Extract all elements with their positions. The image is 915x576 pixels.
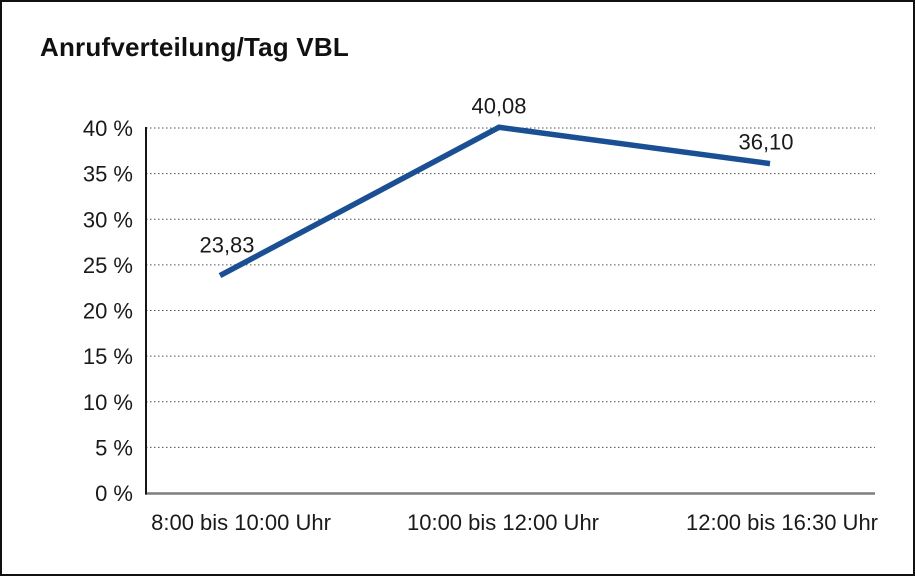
x-axis-tick-label: 8:00 bis 10:00 Uhr: [151, 510, 331, 535]
data-label: 23,83: [199, 233, 254, 258]
data-label: 40,08: [471, 93, 526, 118]
y-axis-tick-label: 20 %: [83, 299, 133, 324]
x-axis-tick-label: 10:00 bis 12:00 Uhr: [407, 510, 599, 535]
chart-title: Anrufverteilung/Tag VBL: [40, 32, 349, 62]
x-axis-tick-label: 12:00 bis 16:30 Uhr: [686, 510, 878, 535]
y-axis-tick-label: 15 %: [83, 344, 133, 369]
y-axis-tick-label: 5 %: [95, 435, 133, 460]
y-axis-tick-label: 10 %: [83, 390, 133, 415]
data-line: [218, 124, 771, 278]
data-label: 36,10: [738, 130, 793, 155]
y-axis-tick-label: 25 %: [83, 253, 133, 278]
y-axis-tick-label: 40 %: [83, 116, 133, 141]
y-axis-tick-label: 0 %: [95, 481, 133, 506]
y-axis-tick-label: 35 %: [83, 162, 133, 187]
y-axis-tick-label: 30 %: [83, 207, 133, 232]
